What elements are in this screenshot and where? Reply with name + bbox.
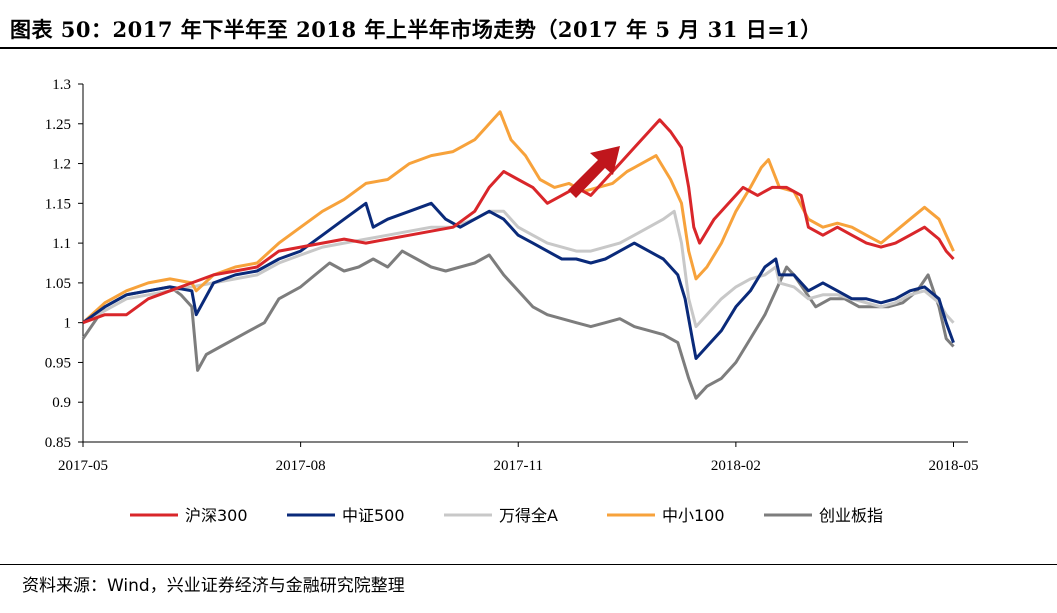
chart-axes: 0.85 0.9 0.95 1 1.05 1.1 1.15 1.2 1.25 1.3 2017-05…: [45, 77, 979, 474]
y-tick-label: 1.05: [45, 276, 71, 292]
series-line-4: [81, 249, 955, 400]
chart-legend: 沪深300 中证500 万得全A 中小100 创业板指: [130, 506, 883, 525]
series-line-2: [82, 209, 955, 329]
y-tick-label: 0.9: [52, 395, 71, 411]
y-tick-label: 1.1: [52, 236, 71, 252]
x-tick-label: 2017-08: [276, 458, 326, 474]
legend-item-3: 中小100: [607, 506, 725, 525]
y-tick-label: 0.95: [45, 355, 71, 371]
y-tick-label: 0.85: [45, 435, 71, 451]
title-underline: [0, 47, 1057, 49]
legend-item-0: 沪深300: [130, 506, 248, 525]
legend-item-1: 中证500: [287, 506, 405, 525]
x-tick-label: 2017-11: [494, 458, 543, 474]
legend-label: 中证500: [342, 506, 405, 525]
legend-item-4: 创业板指: [764, 506, 883, 525]
series-lines: [81, 110, 955, 400]
legend-item-2: 万得全A: [444, 506, 558, 525]
legend-label: 万得全A: [499, 506, 558, 525]
footer-rule: [0, 564, 1057, 565]
y-tick-label: 1.25: [45, 117, 71, 133]
line-chart: 0.85 0.9 0.95 1 1.05 1.1 1.15 1.2 1.25 1.3 2017-05…: [45, 77, 979, 525]
x-tick-label: 2018-05: [928, 458, 978, 474]
red-arrow-up-right-icon: [568, 146, 620, 198]
trend-annotation: [568, 146, 620, 198]
series-line-1: [82, 201, 955, 360]
title-bar: 图表 50：2017 年下半年至 2018 年上半年市场走势（2017 年 5 …: [0, 0, 1057, 50]
y-tick-label: 1.15: [45, 196, 71, 212]
source-note: 资料来源：Wind，兴业证券经济与金融研究院整理: [22, 576, 405, 596]
x-tick-label: 2018-02: [711, 458, 761, 474]
legend-label: 沪深300: [185, 506, 248, 525]
legend-label: 中小100: [662, 506, 725, 525]
chart-title: 图表 50：2017 年下半年至 2018 年上半年市场走势（2017 年 5 …: [10, 17, 822, 42]
y-tick-label: 1: [64, 316, 72, 332]
x-tick-label: 2017-05: [58, 458, 108, 474]
legend-label: 创业板指: [819, 506, 883, 525]
y-tick-label: 1.2: [52, 157, 71, 173]
y-tick-label: 1.3: [52, 77, 71, 93]
